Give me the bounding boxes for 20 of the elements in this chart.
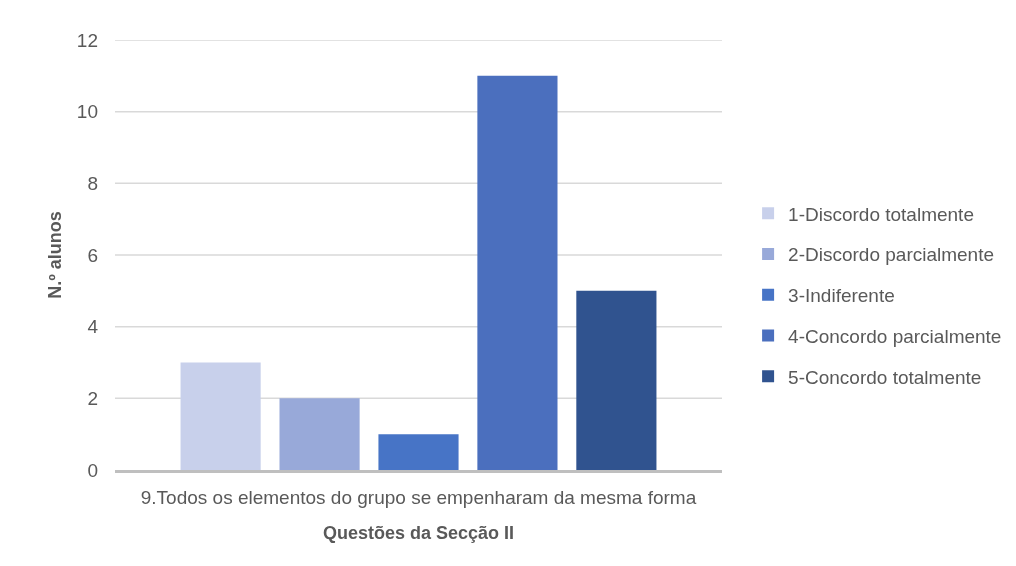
y-tick-label: 8 — [87, 172, 98, 194]
y-tick-label: 0 — [87, 459, 98, 481]
x-axis-title: Questões da Secção II — [322, 522, 515, 543]
y-tick-label: 10 — [76, 101, 98, 123]
bar — [477, 75, 558, 470]
bar — [180, 362, 261, 470]
legend-label: 5-Concordo totalmente — [788, 366, 982, 388]
bar — [378, 434, 459, 470]
x-tick-label: 9.Todos os elementos do grupo se empenharam da mesma forma — [140, 486, 697, 508]
legend-label: 4-Concordo parcialmente — [788, 325, 1002, 347]
y-axis-title: N.º alunos — [45, 211, 66, 299]
y-tick-label: 4 — [87, 316, 99, 338]
bar — [576, 290, 657, 470]
legend-label: 2-Discordo parcialmente — [788, 244, 995, 266]
legend-label: 1-Discordo totalmente — [788, 203, 974, 225]
y-tick-label: 6 — [87, 244, 98, 266]
y-tick-label: 2 — [87, 387, 98, 409]
y-tick-label: 12 — [76, 29, 98, 51]
legend-label: 3-Indiferente — [788, 285, 895, 307]
bar — [279, 398, 360, 470]
